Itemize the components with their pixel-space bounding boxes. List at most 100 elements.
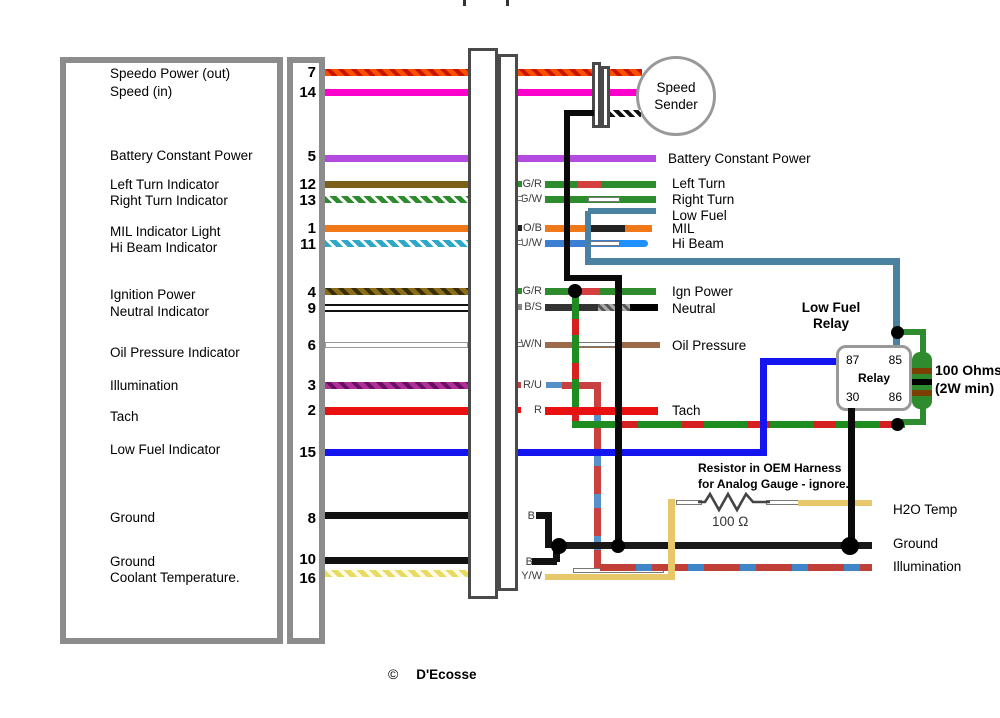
wire-ru-blue [546,382,562,388]
pin-7: 7 [307,64,316,81]
wire-pin7-right-a [518,69,592,76]
rlabel-right-turn: Right Turn [672,192,735,207]
pin-10: 10 [299,551,316,568]
code-r: R [534,404,542,416]
wire-teal-horizontal [585,258,900,265]
pin-6: 6 [307,337,316,354]
stub-gr2 [515,288,522,294]
wire-h2o-yellow [798,500,872,506]
connector-bar-left [468,48,498,599]
oem-note-line1: Resistor in OEM Harness [698,461,842,475]
rlabel-battery: Battery Constant Power [668,151,811,166]
label-neutral: Neutral Indicator [110,304,210,319]
sender-connector-bar-left [592,62,601,128]
code-gr-ign: G/R [522,285,542,297]
code-wn: W/N [520,338,542,350]
speed-sender-circle: Speed Sender [636,56,716,136]
wire-ru-vertical [594,382,601,571]
pin-12: 12 [299,176,316,193]
pin-3: 3 [307,377,316,394]
rlabel-low-fuel: Low Fuel [672,208,727,223]
wire-pin2-left [325,407,468,415]
connector-top-tick-right [506,0,509,6]
relay-pin-86: 86 [888,390,902,404]
junction-dot-ground-relay [841,537,859,555]
rlabel-hi-beam: Hi Beam [672,236,724,251]
resistor-label-line2: (2W min) [935,380,995,396]
wire-green-branch-top [897,329,926,335]
label-illumination: Illumination [110,378,179,393]
resistor-zigzag-symbol [698,491,770,513]
wire-hibeam-b1 [545,240,620,247]
wire-pin11-left [325,240,468,247]
wire-ground-main [556,542,872,549]
pin-1: 1 [307,220,316,237]
resistor-lead-right [766,500,800,505]
wire-ign-g2 [600,288,656,295]
wire-green-branch-bottom [897,419,926,425]
rlabel-mil: MIL [672,221,695,236]
wire-tach-right [545,407,658,415]
wire-illumination [600,564,872,571]
rlabel-neutral: Neutral [672,301,716,316]
label-ignition: Ignition Power [110,287,196,302]
rlabel-left-turn: Left Turn [672,176,726,191]
wire-pin10-left [325,557,468,564]
rlabel-illumination: Illumination [893,559,962,574]
label-battery: Battery Constant Power [110,148,253,163]
wire-battery-right [518,155,656,162]
wire-b2-v [553,548,560,562]
resistor-band-brown-2 [912,390,932,396]
wire-pin3-left [325,382,468,389]
wire-leftturn-g2 [601,181,656,188]
pin-15: 15 [299,444,316,461]
wire-pin7-right-b [610,69,642,76]
wire-mil-o2 [625,225,652,232]
relay-pin-30: 30 [846,390,860,404]
code-yw: Y/W [521,570,542,582]
label-tach: Tach [110,409,139,424]
label-low-fuel: Low Fuel Indicator [110,442,221,457]
code-ob: O/B [523,222,542,234]
junction-dot-ign [568,284,582,298]
connector-bar-right [498,54,518,591]
code-bs: B/S [524,301,542,313]
wire-pin14-right-b [610,89,640,96]
wire-greenred-vertical [572,291,579,428]
stub-gr1 [515,181,522,187]
junction-dot-ground-sender [611,539,625,553]
copyright-icon: © [388,666,399,682]
rlabel-ground: Ground [893,536,939,551]
wire-pin15-left [325,449,468,456]
wire-oil-white [575,342,618,347]
sender-ground-jog [564,275,622,281]
relay-pin-85: 85 [888,353,902,367]
relay-center-label: Relay [857,371,891,385]
rlabel-tach: Tach [672,403,701,418]
wire-blue-horizontal [518,449,767,456]
pin-14: 14 [299,84,316,101]
wire-rightturn-white [588,197,620,202]
wire-pin5-left [325,155,468,162]
resistor-component [912,352,932,409]
label-right-turn: Right Turn Indicator [110,193,228,208]
rlabel-oil-pressure: Oil Pressure [672,338,747,353]
label-coolant: Coolant Temperature. [110,570,240,585]
sender-ground-v1 [564,110,570,278]
junction-dot-relay-86 [891,418,904,431]
label-hibeam: Hi Beam Indicator [110,240,218,255]
relay-pin-87: 87 [846,353,860,367]
wire-neutral-hatch [598,304,630,311]
stub-bs [515,304,522,310]
wire-leftturn-red [577,181,601,188]
resistor-band-black [912,379,932,385]
wire-hibeam-b2 [620,240,648,247]
wire-pin1-left [325,225,468,232]
code-gw: G/W [520,193,542,205]
stub-ob [515,225,522,231]
code-ru: R/U [523,379,542,391]
wire-pin4-left [325,288,468,295]
oem-note-line2: for Analog Gauge - ignore. [698,477,849,491]
wire-blue-to-relay [760,358,838,365]
